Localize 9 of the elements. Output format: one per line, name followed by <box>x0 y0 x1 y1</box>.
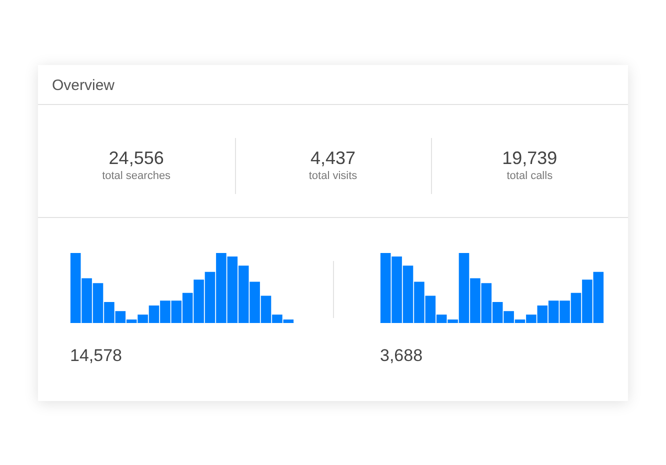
text: 19,739 <box>501 148 558 169</box>
text: 14,578 <box>70 346 122 366</box>
text: 4,437 <box>309 148 357 169</box>
text: total calls <box>506 170 554 182</box>
text: 3,688 <box>380 346 423 366</box>
text: 24,556 <box>108 148 165 169</box>
text: total visits <box>308 170 358 182</box>
text: total searches <box>101 170 172 182</box>
text: Overview <box>52 77 115 94</box>
